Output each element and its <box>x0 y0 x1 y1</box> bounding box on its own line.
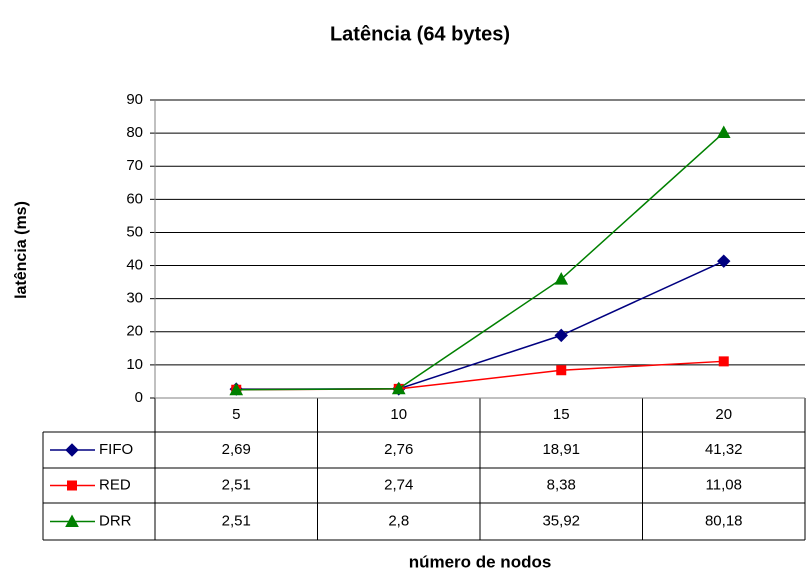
data-point <box>718 356 729 367</box>
table-value: 80,18 <box>705 512 743 529</box>
y-tick-label: 60 <box>126 190 143 207</box>
data-point <box>717 254 731 268</box>
data-point <box>391 381 406 395</box>
table-value: 2,76 <box>384 441 413 458</box>
legend-marker <box>67 480 77 491</box>
legend-marker <box>65 514 79 527</box>
data-point <box>556 365 567 376</box>
y-tick-label: 10 <box>126 356 143 373</box>
data-point <box>554 328 568 343</box>
table-value: 2,51 <box>222 512 251 529</box>
x-tick-label: 15 <box>553 406 570 423</box>
table-value: 8,38 <box>547 476 576 493</box>
chart-title: Latência (64 bytes) <box>330 23 510 45</box>
table-value: 2,69 <box>222 441 251 458</box>
y-tick-label: 70 <box>126 157 143 174</box>
series-line <box>236 360 724 391</box>
y-tick-label: 0 <box>135 389 143 406</box>
legend-marker <box>65 443 79 457</box>
table-value: 35,92 <box>542 512 580 529</box>
y-tick-label: 50 <box>126 223 143 240</box>
legend-label: FIFO <box>99 441 133 458</box>
y-tick-label: 40 <box>126 257 143 274</box>
data-point <box>716 125 731 139</box>
data-point <box>554 272 569 285</box>
table-value: 18,91 <box>542 441 580 458</box>
y-axis-label: latência (ms) <box>13 201 30 299</box>
x-axis-label: número de nodos <box>409 552 552 571</box>
legend-label: RED <box>99 476 131 493</box>
y-tick-label: 30 <box>126 290 143 307</box>
y-tick-label: 80 <box>126 124 143 141</box>
series-line <box>236 260 725 390</box>
x-tick-label: 10 <box>390 406 407 423</box>
table-value: 2,8 <box>388 512 409 529</box>
x-tick-label: 5 <box>232 406 240 423</box>
legend-label: DRR <box>99 512 132 529</box>
table-value: 2,51 <box>222 476 251 493</box>
table-value: 2,74 <box>384 476 413 493</box>
data-point <box>229 382 244 396</box>
series-line <box>236 131 725 391</box>
y-tick-label: 20 <box>126 323 143 340</box>
table-value: 11,08 <box>706 476 742 493</box>
y-tick-label: 90 <box>126 91 143 108</box>
table-value: 41,32 <box>705 441 743 458</box>
x-tick-label: 20 <box>715 406 732 423</box>
